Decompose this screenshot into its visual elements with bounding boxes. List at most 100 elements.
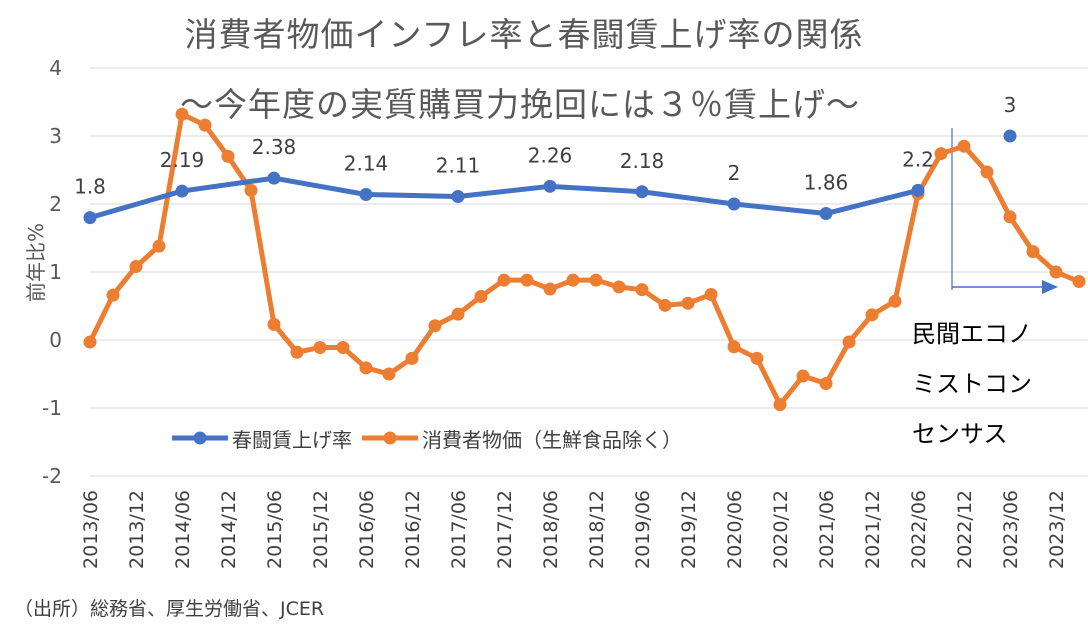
chart-legend: 春闘賃上げ率 消費者物価（生鮮食品除く） <box>172 424 682 452</box>
x-tick-label-5: 2015/12 <box>310 490 332 569</box>
data-label-wage-8: 1.86 <box>804 171 849 195</box>
point-cpi-4 <box>175 107 189 121</box>
data-label-wage-4: 2.11 <box>436 154 481 178</box>
chart-subtitle: 〜今年度の実質購買力挽回には３％賃上げ〜 <box>180 85 860 124</box>
point-cpi-8 <box>267 317 281 331</box>
x-tick-label-2: 2014/06 <box>172 490 194 569</box>
data-label-wage-9: 2.2 <box>902 147 934 171</box>
data-label-wage-5: 2.26 <box>528 143 573 167</box>
point-cpi-9 <box>290 345 304 359</box>
x-tick-label-16: 2021/06 <box>816 490 838 569</box>
point-wage-9 <box>911 183 925 197</box>
data-label-wage-6: 2.18 <box>620 149 665 173</box>
legend-entry-cpi: 消費者物価（生鮮食品除く） <box>362 424 682 453</box>
point-cpi-22 <box>589 273 603 287</box>
x-tick-label-12: 2019/06 <box>632 490 654 569</box>
point-wage-8 <box>819 207 833 221</box>
x-tick-label-4: 2015/06 <box>264 490 286 569</box>
legend-swatch-cpi <box>362 431 418 445</box>
x-tick-label-6: 2016/06 <box>356 490 378 569</box>
point-cpi-14 <box>405 351 419 365</box>
point-cpi-31 <box>796 369 810 383</box>
x-tick-label-0: 2013/06 <box>80 490 102 569</box>
point-cpi-7 <box>244 183 258 197</box>
point-wage-2 <box>267 171 281 185</box>
y-tick-label-6: -2 <box>42 464 62 488</box>
x-tick-label-1: 2013/12 <box>126 490 148 569</box>
consensus-annotation-line1: 民間エコノ <box>912 320 1032 348</box>
point-cpi-21 <box>566 273 580 287</box>
point-cpi-29 <box>750 351 764 365</box>
point-cpi-24 <box>635 283 649 297</box>
data-label-wage-1: 2.19 <box>160 148 205 172</box>
point-cpi-37 <box>934 147 948 161</box>
point-cpi-26 <box>681 296 695 310</box>
point-consensus-0 <box>1003 129 1017 143</box>
x-tick-label-20: 2023/06 <box>1000 490 1022 569</box>
y-tick-label-5: -1 <box>42 396 62 420</box>
y-tick-label-0: 4 <box>49 56 62 80</box>
point-cpi-17 <box>474 289 488 303</box>
point-cpi-28 <box>727 340 741 354</box>
point-cpi-41 <box>1026 245 1040 259</box>
point-wage-3 <box>359 187 373 201</box>
point-wage-0 <box>83 211 97 225</box>
point-cpi-1 <box>106 288 120 302</box>
point-cpi-0 <box>83 335 97 349</box>
point-cpi-16 <box>451 307 465 321</box>
data-label-wage-7: 2 <box>728 161 741 185</box>
x-tick-label-21: 2023/12 <box>1046 490 1068 569</box>
point-cpi-43 <box>1072 275 1086 289</box>
y-tick-label-3: 1 <box>49 260 62 284</box>
y-tick-label-1: 3 <box>49 124 62 148</box>
x-tick-label-11: 2018/12 <box>586 490 608 569</box>
data-label-wage-3: 2.14 <box>344 151 389 175</box>
point-cpi-13 <box>382 367 396 381</box>
legend-label-wage: 春闘賃上げ率 <box>232 427 352 452</box>
x-tick-label-13: 2019/12 <box>678 490 700 569</box>
y-axis-label: 前年比% <box>24 222 48 302</box>
point-wage-6 <box>635 185 649 199</box>
point-cpi-20 <box>543 282 557 296</box>
series-line-wage <box>89 175 919 221</box>
x-tick-label-17: 2021/12 <box>862 490 884 569</box>
point-cpi-32 <box>819 377 833 391</box>
series-line-cpi <box>87 111 1080 408</box>
point-cpi-3 <box>152 239 166 253</box>
point-cpi-35 <box>888 294 902 308</box>
x-tick-label-10: 2018/06 <box>540 490 562 569</box>
point-wage-4 <box>451 190 465 204</box>
x-tick-label-19: 2022/12 <box>954 490 976 569</box>
chart-title: 消費者物価インフレ率と春闘賃上げ率の関係 <box>184 15 864 54</box>
x-tick-label-8: 2017/06 <box>448 490 470 569</box>
point-cpi-23 <box>612 280 626 294</box>
data-label-wage-0: 1.8 <box>74 175 106 199</box>
data-label-wage-2: 2.38 <box>252 135 297 159</box>
point-cpi-18 <box>497 273 511 287</box>
legend-label-cpi: 消費者物価（生鮮食品除く） <box>422 427 682 452</box>
point-cpi-5 <box>198 118 212 132</box>
point-cpi-10 <box>313 340 327 354</box>
legend-swatch-wage <box>172 431 228 445</box>
x-tick-label-15: 2020/12 <box>770 490 792 569</box>
point-cpi-15 <box>428 319 442 333</box>
point-wage-7 <box>727 197 741 211</box>
consensus-arrow-head <box>1042 280 1058 294</box>
point-cpi-12 <box>359 361 373 375</box>
x-tick-label-3: 2014/12 <box>218 490 240 569</box>
x-tick-label-18: 2022/06 <box>908 490 930 569</box>
point-cpi-2 <box>129 260 143 274</box>
point-cpi-42 <box>1049 265 1063 279</box>
point-cpi-25 <box>658 298 672 312</box>
point-cpi-38 <box>957 139 971 153</box>
source-note: （出所）総務省、厚生労働省、JCER <box>14 598 325 620</box>
point-cpi-30 <box>773 398 787 412</box>
point-cpi-19 <box>520 273 534 287</box>
y-tick-label-4: 0 <box>49 328 62 352</box>
y-tick-label-2: 2 <box>49 192 62 216</box>
point-cpi-40 <box>1003 210 1017 224</box>
point-cpi-11 <box>336 340 350 354</box>
x-tick-label-9: 2017/12 <box>494 490 516 569</box>
consensus-annotation-line2: ミストコン <box>912 370 1032 398</box>
